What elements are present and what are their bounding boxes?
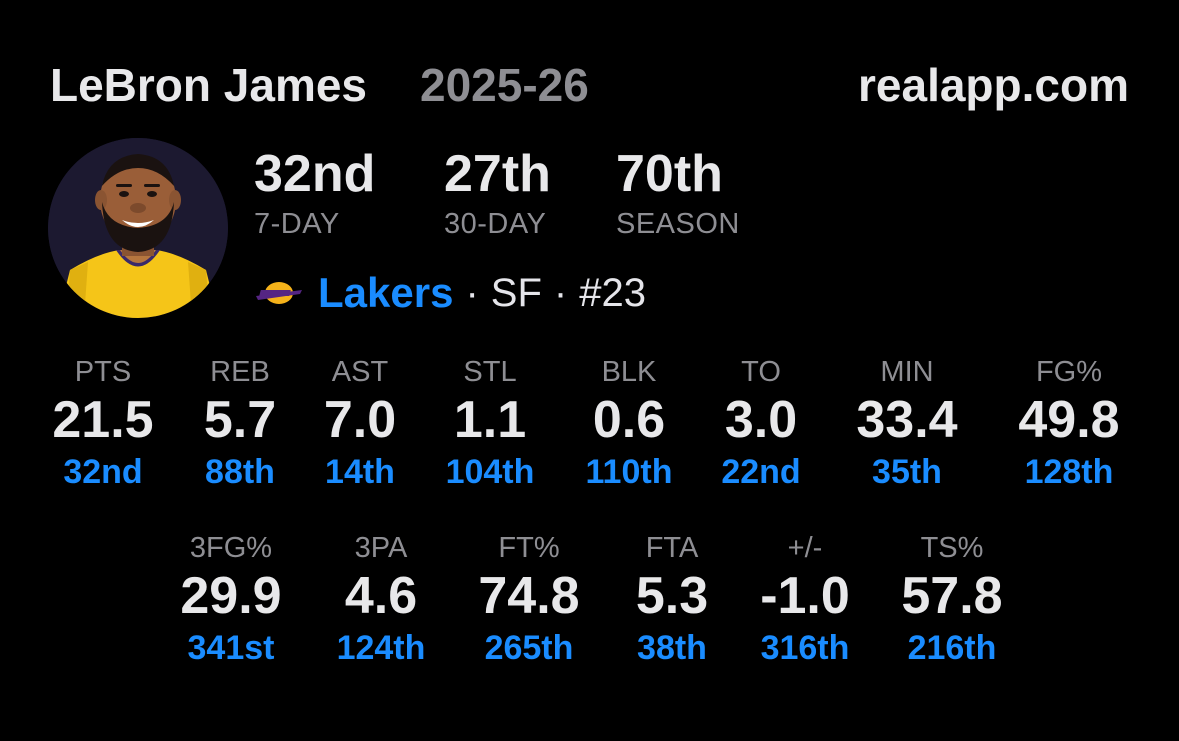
rank-30-day: 27th 30-DAY: [444, 144, 551, 241]
stat-stl: STL 1.1 104th: [415, 356, 565, 492]
stat-rank: 32nd: [63, 453, 143, 491]
stat-blk: BLK 0.6 110th: [554, 356, 704, 492]
stat-value: 5.3: [635, 567, 709, 625]
stat-rank: 216th: [907, 629, 997, 667]
stat-3pa: 3PA 4.6 124th: [306, 532, 456, 668]
stat-ts-pct: TS% 57.8 216th: [877, 532, 1027, 668]
rank-value: 27th: [444, 145, 551, 203]
stat-rank: 88th: [205, 453, 275, 491]
player-position: SF: [490, 270, 542, 315]
stat-value: -1.0: [760, 567, 850, 625]
header: LeBron James 2025-26 realapp.com: [50, 58, 1129, 118]
stat-value: 49.8: [1018, 391, 1120, 449]
rank-7-day: 32nd 7-DAY: [254, 144, 375, 241]
stat-value: 3.0: [724, 391, 798, 449]
rank-value: 70th: [616, 145, 723, 203]
season-label: 2025-26: [420, 59, 589, 111]
stat-rank: 110th: [585, 453, 673, 491]
stat-label: REB: [210, 356, 270, 388]
stat-value: 33.4: [856, 391, 958, 449]
stat-rank: 104th: [445, 453, 535, 491]
stat-label: FT%: [498, 532, 560, 564]
stat-to: TO 3.0 22nd: [686, 356, 836, 492]
stat-ast: AST 7.0 14th: [285, 356, 435, 492]
site-url[interactable]: realapp.com: [858, 59, 1129, 111]
player-avatar: [48, 138, 228, 318]
rank-value: 32nd: [254, 145, 376, 203]
rank-label: 7-DAY: [254, 208, 340, 240]
stat-rank: 38th: [637, 629, 707, 667]
stat-label: +/-: [787, 532, 823, 564]
stat-pts: PTS 21.5 32nd: [28, 356, 178, 492]
rank-season: 70th SEASON: [616, 144, 740, 241]
lakers-logo-icon: [256, 282, 302, 304]
player-headshot-icon: [48, 138, 228, 318]
stat-fg-pct: FG% 49.8 128th: [994, 356, 1144, 492]
separator: ·: [465, 270, 479, 315]
stat-rank: 14th: [325, 453, 395, 491]
stat-value: 5.7: [203, 391, 277, 449]
stat-reb: REB 5.7 88th: [165, 356, 315, 492]
stat-label: 3FG%: [189, 532, 273, 564]
stat-rank: 265th: [484, 629, 574, 667]
stat-label: MIN: [880, 356, 934, 388]
stat-plus-minus: +/- -1.0 316th: [730, 532, 880, 668]
stat-rank: 316th: [760, 629, 850, 667]
team-name-link[interactable]: Lakers: [318, 269, 454, 316]
stat-rank: 341st: [187, 629, 275, 667]
jersey-number: #23: [579, 270, 646, 315]
stat-ft-pct: FT% 74.8 265th: [454, 532, 604, 668]
stat-value: 74.8: [478, 567, 580, 625]
stat-label: TS%: [920, 532, 984, 564]
stat-value: 21.5: [52, 391, 154, 449]
stat-label: 3PA: [354, 532, 408, 564]
stat-label: FG%: [1035, 356, 1103, 388]
stat-value: 29.9: [180, 567, 282, 625]
stat-value: 1.1: [453, 391, 527, 449]
stat-label: STL: [463, 356, 517, 388]
stat-fta: FTA 5.3 38th: [597, 532, 747, 668]
stat-label: TO: [741, 356, 781, 388]
stat-value: 0.6: [592, 391, 666, 449]
stat-rank: 22nd: [721, 453, 801, 491]
stat-rank: 128th: [1024, 453, 1114, 491]
stat-value: 57.8: [901, 567, 1003, 625]
stat-rank: 35th: [872, 453, 942, 491]
stat-value: 4.6: [344, 567, 418, 625]
stat-min: MIN 33.4 35th: [832, 356, 982, 492]
player-name: LeBron James: [50, 59, 368, 111]
stat-rank: 124th: [336, 629, 426, 667]
rank-label: 30-DAY: [444, 208, 547, 240]
separator: ·: [553, 270, 568, 315]
stat-label: FTA: [645, 532, 699, 564]
team-info: Lakers · SF · #23: [254, 268, 646, 318]
stat-label: PTS: [74, 356, 132, 388]
stat-label: AST: [331, 356, 389, 388]
rank-label: SEASON: [616, 208, 740, 240]
stat-label: BLK: [601, 356, 657, 388]
stat-value: 7.0: [323, 391, 397, 449]
stat-3fg-pct: 3FG% 29.9 341st: [156, 532, 306, 668]
